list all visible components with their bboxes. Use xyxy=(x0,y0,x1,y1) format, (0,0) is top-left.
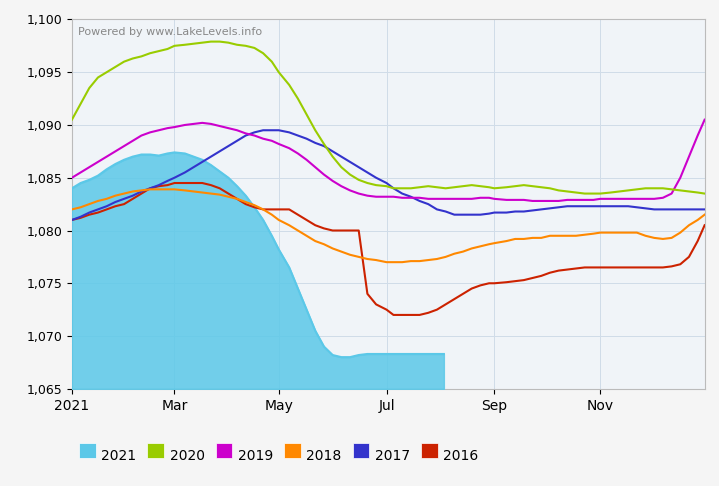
Legend: 2021, 2020, 2019, 2018, 2017, 2016: 2021, 2020, 2019, 2018, 2017, 2016 xyxy=(79,448,479,463)
Text: Powered by www.LakeLevels.info: Powered by www.LakeLevels.info xyxy=(78,27,262,37)
